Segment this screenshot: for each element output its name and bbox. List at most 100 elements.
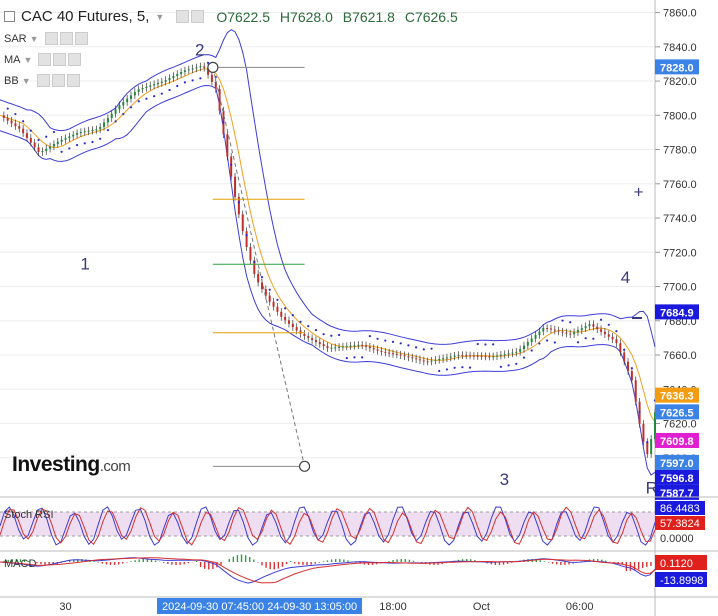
candle-body — [499, 354, 502, 356]
candle-body — [76, 133, 79, 135]
fib-anchor-handle-bottom — [298, 460, 311, 472]
sar-dot — [461, 366, 464, 369]
sar-dot — [576, 341, 580, 344]
candle-body — [392, 353, 394, 355]
candle-body — [110, 113, 113, 119]
macd-value-box — [655, 572, 707, 587]
candle-body — [549, 328, 552, 330]
sar-dot — [391, 340, 395, 343]
candle-body — [291, 323, 294, 328]
candle-body — [172, 76, 175, 79]
candle-body — [330, 347, 333, 349]
price-label-box — [655, 404, 699, 420]
y-tick-label: 7860.0 — [663, 8, 697, 20]
sar-dot — [45, 135, 48, 138]
eye-icon[interactable] — [44, 32, 58, 45]
eye-icon[interactable] — [176, 10, 190, 23]
candle-body — [403, 355, 406, 357]
eye-icon[interactable] — [36, 74, 50, 87]
indicator-row-bb[interactable]: BB ▼ — [4, 74, 80, 87]
candle-body — [126, 98, 129, 103]
candle-body — [72, 134, 75, 137]
stoch-rsi-label: Stoch RSI — [4, 509, 54, 521]
candle-body — [430, 360, 433, 362]
moving-average-line — [0, 68, 656, 423]
candle-body — [103, 122, 106, 127]
candle-body — [353, 345, 356, 347]
high-value: H7628.0 — [279, 8, 333, 25]
sar-dot — [530, 349, 533, 352]
candle-body — [341, 346, 344, 348]
sar-dot — [176, 84, 179, 88]
candle-body — [407, 356, 410, 358]
chevron-down-icon[interactable]: ▼ — [23, 54, 33, 65]
y-tick-label: 7740.0 — [663, 213, 697, 225]
gear-icon[interactable] — [53, 53, 67, 66]
sar-dot — [415, 346, 418, 349]
sar-dot — [453, 366, 456, 369]
candle-body — [642, 423, 645, 443]
candle-body — [180, 71, 183, 75]
sar-dot — [584, 337, 587, 340]
chevron-down-icon[interactable]: ▼ — [21, 75, 31, 86]
symbol-title: CAC 40 Futures, 5, — [21, 8, 150, 25]
close-icon[interactable] — [66, 74, 80, 87]
price-label-box — [655, 59, 699, 75]
gear-icon[interactable] — [59, 32, 73, 45]
sar-dot — [553, 341, 556, 344]
price-label-text: 7587.7 — [660, 488, 694, 500]
ohlc-readout: O7622.5 H7628.0 B7621.8 C7626.5 — [216, 9, 463, 25]
gear-icon[interactable] — [51, 74, 65, 87]
candle-body — [596, 326, 599, 330]
candle-body — [357, 344, 360, 346]
candle-body — [25, 133, 28, 138]
candle-body — [511, 352, 514, 354]
close-icon[interactable] — [68, 53, 82, 66]
chart-collapse-icon[interactable] — [4, 11, 15, 22]
indicator-row-ma[interactable]: MA ▼ — [4, 53, 82, 66]
candle-body — [580, 328, 583, 331]
sar-dot — [29, 129, 32, 132]
sar-dot — [445, 368, 449, 371]
candle-body — [588, 324, 591, 327]
sar-dot — [6, 107, 9, 110]
sar-dot — [638, 410, 641, 414]
candle-body — [611, 336, 614, 340]
sar-dot — [183, 81, 187, 84]
symbol-dropdown-icon[interactable]: ▼ — [155, 11, 165, 22]
sar-dot — [260, 276, 264, 279]
price-label-text: 7609.8 — [660, 436, 694, 448]
sar-dot — [237, 201, 240, 204]
candle-body — [526, 342, 529, 346]
candle-body — [29, 137, 32, 143]
candle-body — [461, 355, 464, 357]
candle-body — [399, 354, 402, 356]
candle-body — [280, 311, 283, 317]
settings-icon[interactable] — [191, 10, 205, 23]
candle-body — [133, 91, 136, 96]
candle-body — [130, 95, 132, 99]
price-label-box — [655, 304, 699, 320]
price-label-text: 7828.0 — [660, 62, 694, 74]
eye-icon[interactable] — [38, 53, 52, 66]
close-icon[interactable] — [74, 32, 88, 45]
sar-dot — [314, 329, 318, 332]
chevron-down-icon[interactable]: ▼ — [29, 33, 39, 44]
sar-dot — [384, 339, 387, 342]
sar-dot — [407, 344, 410, 347]
candle-body — [542, 327, 545, 332]
sar-dot — [75, 143, 79, 147]
fib-anchor-handle-top — [207, 61, 219, 73]
candle-body — [68, 136, 71, 139]
candle-body — [230, 156, 233, 177]
sar-dot — [206, 61, 210, 64]
y-tick-label: 7720.0 — [663, 247, 697, 259]
candle-body — [60, 139, 63, 142]
sar-dot — [68, 147, 71, 150]
candle-body — [592, 324, 595, 327]
candle-body — [261, 282, 263, 290]
close-value: C7626.5 — [404, 8, 458, 25]
sar-dot — [499, 365, 502, 368]
indicator-row-sar[interactable]: SAR ▼ — [4, 32, 88, 45]
